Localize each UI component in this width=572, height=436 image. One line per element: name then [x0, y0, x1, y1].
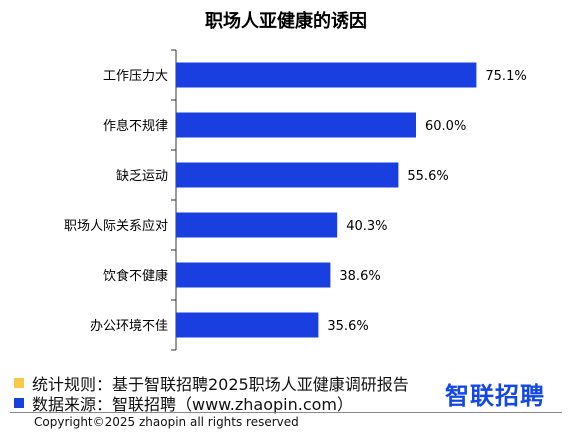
bar-chart: 职场人亚健康的诱因 工作压力大 75.1% 作息不规律 60.0% 缺乏运动 55.6% 职… — [64, 10, 527, 351]
value-label: 75.1% — [485, 69, 526, 84]
copyright-text: Copyright©2025 zhaopin all rights reserv… — [34, 415, 299, 429]
bar — [176, 162, 399, 188]
category-label: 办公环境不佳 — [90, 319, 168, 334]
bar — [176, 62, 477, 88]
value-label: 60.0% — [425, 119, 466, 134]
value-label: 38.6% — [339, 269, 380, 284]
plot-area: 工作压力大 75.1% 作息不规律 60.0% 缺乏运动 55.6% 职场人际关系应对 40.… — [64, 49, 527, 351]
bar — [176, 312, 319, 338]
stat-rule-text: 统计规则：基于智联招聘2025职场人亚健康调研报告 — [32, 375, 409, 394]
category-label: 作息不规律 — [103, 118, 168, 134]
category-label: 工作压力大 — [103, 69, 168, 84]
bar — [176, 112, 416, 138]
value-label: 55.6% — [407, 169, 448, 184]
category-label: 饮食不健康 — [103, 268, 168, 284]
value-label: 40.3% — [346, 219, 387, 234]
data-source-note: 数据来源：智联招聘（www.zhaopin.com） — [14, 391, 353, 415]
chart-title: 职场人亚健康的诱因 — [205, 10, 367, 32]
source-swatch — [14, 398, 24, 408]
footer-divider — [10, 412, 562, 413]
bar — [176, 262, 331, 288]
stat-rule-note: 统计规则：基于智联招聘2025职场人亚健康调研报告 — [14, 371, 409, 395]
category-label: 职场人际关系应对 — [64, 218, 168, 234]
data-source-text: 数据来源：智联招聘（www.zhaopin.com） — [32, 395, 354, 414]
bar — [176, 212, 338, 238]
category-label: 缺乏运动 — [116, 169, 168, 184]
zhaopin-logo: 智联招聘 — [445, 382, 545, 410]
rule-swatch — [14, 378, 24, 388]
value-label: 35.6% — [327, 319, 368, 334]
